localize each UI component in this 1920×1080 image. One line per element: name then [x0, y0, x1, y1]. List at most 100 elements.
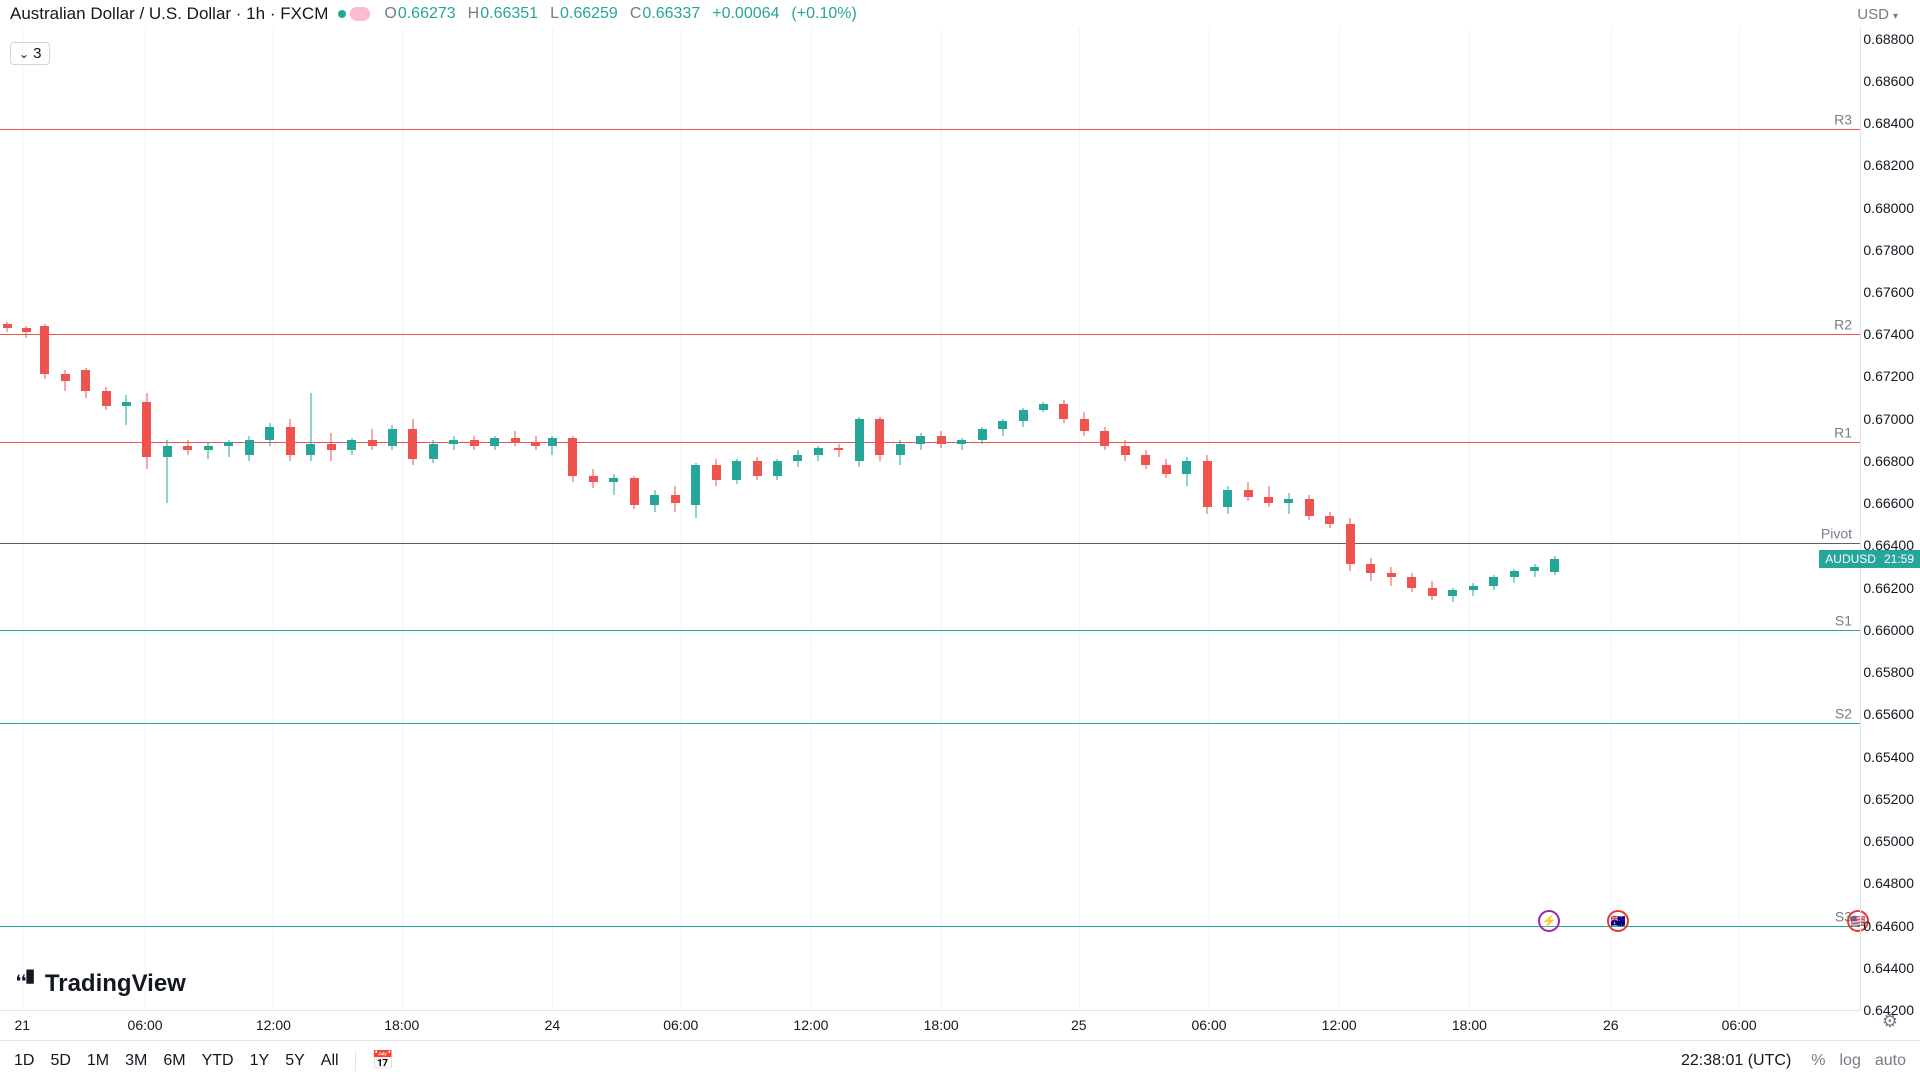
price-tick: 0.67400	[1863, 326, 1914, 342]
pivot-label-s1: S1	[1835, 612, 1852, 628]
price-tick: 0.66000	[1863, 622, 1914, 638]
watermark-text: TradingView	[45, 970, 186, 998]
l-value: 0.66259	[560, 5, 618, 22]
timeframe-1y-button[interactable]: 1Y	[250, 1052, 270, 1070]
price-tick: 0.64800	[1863, 875, 1914, 891]
pivot-line-s2	[0, 723, 1860, 724]
time-tick: 12:00	[1322, 1017, 1357, 1033]
time-tick: 06:00	[1191, 1017, 1226, 1033]
price-tick: 0.68000	[1863, 200, 1914, 216]
price-tick: 0.64600	[1863, 918, 1914, 934]
time-tick: 18:00	[924, 1017, 959, 1033]
price-tick: 0.67200	[1863, 368, 1914, 384]
change-pct: (+0.10%)	[791, 5, 856, 23]
gear-icon[interactable]: ⚙	[1882, 1011, 1898, 1032]
gridline-vertical	[1469, 28, 1470, 1010]
ohlc-readout: O0.66273 H0.66351 L0.66259 C0.66337 +0.0…	[384, 5, 856, 23]
l-label: L	[550, 5, 559, 22]
pivot-label-s2: S2	[1835, 705, 1852, 721]
gridline-vertical	[1611, 28, 1612, 1010]
timeframe-all-button[interactable]: All	[321, 1052, 339, 1070]
timeframe-1d-button[interactable]: 1D	[14, 1052, 34, 1070]
price-tick: 0.64400	[1863, 960, 1914, 976]
indicator-count: 3	[33, 45, 41, 62]
price-tick: 0.65400	[1863, 749, 1914, 765]
scale-controls: % logauto	[1811, 1052, 1906, 1070]
clock[interactable]: 22:38:01 (UTC)	[1681, 1052, 1791, 1070]
currency-selector[interactable]: USD	[1857, 6, 1898, 23]
time-tick: 06:00	[663, 1017, 698, 1033]
status-dot-icon	[338, 10, 346, 18]
time-tick: 18:00	[1452, 1017, 1487, 1033]
timeframe-6m-button[interactable]: 6M	[163, 1052, 185, 1070]
gridline-vertical	[1079, 28, 1080, 1010]
indicator-toggle[interactable]: 3	[10, 42, 50, 65]
price-tick: 0.66800	[1863, 453, 1914, 469]
time-tick: 21	[15, 1017, 31, 1033]
pivot-label-r3: R3	[1834, 112, 1852, 128]
time-tick: 12:00	[793, 1017, 828, 1033]
timeframe-buttons: 1D 5D 1M 3M 6M YTD 1Y 5Y All	[14, 1052, 339, 1070]
time-axis[interactable]: 21 06:00 12:00 18:00 24 06:00 12:00 18:00 25 06:0…	[0, 1010, 1860, 1040]
gridline-vertical	[1209, 28, 1210, 1010]
pivot-label-r2: R2	[1834, 317, 1852, 333]
price-tick: 0.67000	[1863, 411, 1914, 427]
change-value: +0.00064	[712, 5, 779, 23]
price-tick: 0.67600	[1863, 284, 1914, 300]
gridline-vertical	[22, 28, 23, 1010]
pivot-line-r2	[0, 334, 1860, 335]
timeframe-5y-button[interactable]: 5Y	[285, 1052, 305, 1070]
time-tick: 26	[1603, 1017, 1619, 1033]
timeframe-5d-button[interactable]: 5D	[50, 1052, 70, 1070]
price-tick: 0.68800	[1863, 31, 1914, 47]
tradingview-logo-icon: ❝▘	[14, 970, 39, 998]
gridline-vertical	[402, 28, 403, 1010]
price-axis[interactable]: 0.68800 0.68600 0.68400 0.68200 0.68000 0.678…	[1860, 28, 1920, 1010]
price-flag-countdown: 21:59	[1884, 552, 1914, 566]
time-tick: 12:00	[256, 1017, 291, 1033]
gridline-vertical	[1339, 28, 1340, 1010]
calendar-icon[interactable]: 📅	[372, 1050, 394, 1071]
scale-auto-button[interactable]: auto	[1875, 1052, 1906, 1070]
gridline-vertical	[811, 28, 812, 1010]
time-tick: 25	[1071, 1017, 1087, 1033]
c-value: 0.66337	[642, 5, 700, 22]
h-value: 0.66351	[480, 5, 538, 22]
o-value: 0.66273	[398, 5, 456, 22]
timeframe-1m-button[interactable]: 1M	[87, 1052, 109, 1070]
gridline-vertical	[552, 28, 553, 1010]
gridline-vertical	[681, 28, 682, 1010]
price-tick: 0.68200	[1863, 157, 1914, 173]
divider	[355, 1051, 356, 1071]
price-tick: 0.65200	[1863, 791, 1914, 807]
price-tick: 0.66200	[1863, 580, 1914, 596]
scale-pct-button[interactable]: %	[1811, 1052, 1825, 1070]
pivot-line-s3	[0, 926, 1860, 927]
price-tick: 0.68600	[1863, 73, 1914, 89]
time-tick: 18:00	[384, 1017, 419, 1033]
bottom-toolbar: 1D 5D 1M 3M 6M YTD 1Y 5Y All 📅 22:38:01 (UTC) % l…	[0, 1040, 1920, 1080]
chart-canvas[interactable]: R3R2R1PivotS1S2S3⚡🇦🇺🇺🇸	[0, 28, 1860, 1010]
time-tick: 06:00	[128, 1017, 163, 1033]
price-tick: 0.65800	[1863, 664, 1914, 680]
pivot-line-s1	[0, 630, 1860, 631]
timeframe-ytd-button[interactable]: YTD	[202, 1052, 234, 1070]
timeframe-3m-button[interactable]: 3M	[125, 1052, 147, 1070]
price-tick: 0.66600	[1863, 495, 1914, 511]
tradingview-watermark: ❝▘ TradingView	[14, 970, 186, 998]
event-flag-au-icon[interactable]: 🇦🇺	[1607, 910, 1629, 932]
pivot-line-pivot	[0, 543, 1860, 544]
price-tick: 0.68400	[1863, 115, 1914, 131]
pivot-line-r3	[0, 129, 1860, 130]
pivot-label-pivot: Pivot	[1821, 526, 1852, 542]
price-tick: 0.65600	[1863, 706, 1914, 722]
symbol-title[interactable]: Australian Dollar / U.S. Dollar · 1h · F…	[10, 4, 328, 24]
gridline-vertical	[941, 28, 942, 1010]
price-tick: 0.67800	[1863, 242, 1914, 258]
event-lightning-icon[interactable]: ⚡	[1538, 910, 1560, 932]
gridline-vertical	[145, 28, 146, 1010]
gridline-vertical	[1739, 28, 1740, 1010]
scale-log-button[interactable]: log	[1840, 1052, 1861, 1070]
time-tick: 24	[545, 1017, 561, 1033]
price-flag-symbol: AUDUSD	[1825, 552, 1876, 566]
